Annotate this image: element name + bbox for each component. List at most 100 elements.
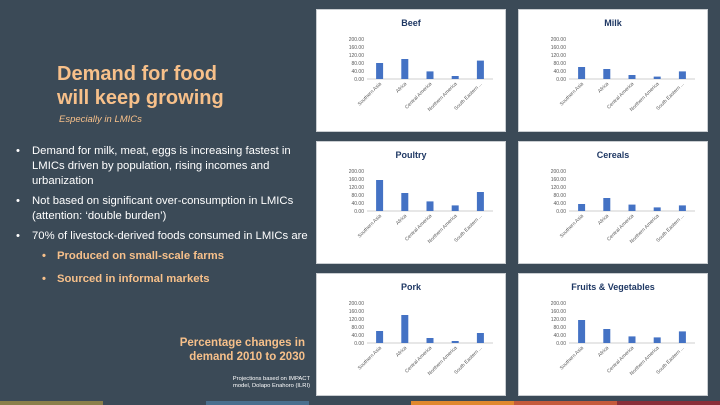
y-tick-label: 80.00	[351, 61, 364, 67]
bar	[578, 67, 586, 79]
y-tick-label: 120.00	[551, 185, 567, 191]
chart-title: Beef	[401, 18, 422, 28]
chart-title: Milk	[604, 18, 622, 28]
y-tick-label: 0.00	[556, 77, 566, 83]
slide-subtitle: Especially in LMICs	[59, 114, 142, 125]
cereals-chart: Cereals 0.00 40.00 80.00 120.00 160.00 200.00 S…	[551, 150, 695, 245]
bullet-dot: •	[16, 230, 20, 242]
bar	[653, 207, 661, 211]
y-tick-label: 160.00	[349, 45, 365, 51]
bar	[603, 198, 611, 211]
x-tick-label: Southern Asia	[357, 81, 383, 107]
bullet-text: Demand for milk, meat, eggs is increasin…	[32, 145, 291, 187]
y-tick-label: 80.00	[351, 193, 364, 199]
y-tick-label: 200.00	[551, 37, 567, 43]
x-tick-label: Southern Asia	[357, 345, 383, 371]
y-tick-label: 80.00	[553, 61, 566, 67]
y-tick-label: 120.00	[551, 317, 567, 323]
bullet-text: Not based on significant over-consumptio…	[32, 195, 294, 222]
beef-chart: Beef 0.00 40.00 80.00 120.00 160.00 200.00 Sout…	[349, 18, 493, 113]
bar	[376, 180, 384, 211]
y-tick-label: 0.00	[354, 341, 364, 347]
y-tick-label: 0.00	[354, 209, 364, 215]
y-tick-label: 40.00	[553, 69, 566, 75]
title-line-2: will keep growing	[57, 87, 224, 109]
bar	[653, 76, 661, 79]
sub-bullet-item: • Produced on small-scale farms	[14, 249, 314, 264]
bar	[678, 71, 686, 79]
bullet-item: • Not based on significant over-consumpti…	[14, 194, 314, 224]
chart-panel-cereals: Cereals 0.00 40.00 80.00 120.00 160.00 200.00 S…	[518, 141, 708, 264]
chart-panel-pork: Pork 0.00 40.00 80.00 120.00 160.00 200.00 Sout…	[316, 273, 506, 396]
bar	[426, 201, 434, 211]
chart-title: Cereals	[597, 150, 630, 160]
bar	[653, 337, 661, 343]
poultry-chart: Poultry 0.00 40.00 80.00 120.00 160.00 200.00 S…	[349, 150, 493, 245]
x-tick-label: Africa	[597, 213, 610, 226]
bullet-dot: •	[16, 195, 20, 207]
chart-panel-fruits-vegetables: Fruits & Vegetables 0.00 40.00 80.00 120.00 1…	[518, 273, 708, 396]
y-tick-label: 0.00	[556, 341, 566, 347]
y-tick-label: 200.00	[349, 37, 365, 43]
y-tick-label: 120.00	[349, 185, 365, 191]
chart-title: Pork	[401, 282, 422, 292]
y-tick-label: 160.00	[349, 309, 365, 315]
x-tick-label: Africa	[395, 345, 408, 358]
y-tick-label: 120.00	[349, 317, 365, 323]
bullet-list: • Demand for milk, meat, eggs is increasi…	[14, 144, 314, 295]
y-tick-label: 80.00	[553, 325, 566, 331]
stripe-segment	[308, 401, 412, 405]
stripe-segment	[102, 401, 206, 405]
bar	[628, 75, 636, 79]
y-tick-label: 160.00	[551, 309, 567, 315]
y-tick-label: 160.00	[349, 177, 365, 183]
sub-bullet-dot: •	[42, 273, 46, 285]
bar	[401, 315, 409, 343]
chart-title: Poultry	[395, 150, 426, 160]
bar	[426, 338, 434, 343]
y-tick-label: 120.00	[349, 53, 365, 59]
x-tick-label: Africa	[597, 81, 610, 94]
bar	[376, 331, 384, 343]
bar	[578, 204, 586, 211]
bullet-item: • 70% of livestock-derived foods consumed…	[14, 229, 314, 244]
x-tick-label: Africa	[395, 213, 408, 226]
bar	[451, 76, 459, 79]
sub-bullet-text: Produced on small-scale farms	[57, 250, 225, 262]
bar	[401, 193, 409, 211]
caption-line-2: demand 2010 to 2030	[189, 351, 305, 363]
y-tick-label: 80.00	[553, 193, 566, 199]
source-line-1: Projections based on IMPACT	[232, 376, 310, 382]
bar	[476, 333, 484, 343]
stripe-segment	[514, 401, 618, 405]
y-tick-label: 200.00	[349, 301, 365, 307]
y-tick-label: 40.00	[351, 201, 364, 207]
chart-title: Fruits & Vegetables	[571, 282, 655, 292]
y-tick-label: 0.00	[556, 209, 566, 215]
milk-chart: Milk 0.00 40.00 80.00 120.00 160.00 200.00 Sout…	[551, 18, 695, 113]
y-tick-label: 200.00	[551, 169, 567, 175]
bullet-dot: •	[16, 145, 20, 157]
x-tick-label: Africa	[597, 345, 610, 358]
stripe-segment	[205, 401, 309, 405]
bar	[401, 59, 409, 79]
bar	[578, 320, 586, 343]
bar	[426, 71, 434, 79]
y-tick-label: 200.00	[551, 301, 567, 307]
bar	[476, 60, 484, 79]
y-tick-label: 0.00	[354, 77, 364, 83]
x-tick-label: Africa	[395, 81, 408, 94]
bar	[476, 192, 484, 211]
y-tick-label: 40.00	[553, 201, 566, 207]
sub-bullet-item: • Sourced in informal markets	[14, 272, 314, 287]
bar	[628, 336, 636, 343]
bar	[451, 341, 459, 343]
source-line-2: model, Dolapo Enahoro (ILRI)	[232, 383, 310, 389]
y-tick-label: 120.00	[551, 53, 567, 59]
x-tick-label: Southern Asia	[559, 213, 585, 239]
sub-bullet-dot: •	[42, 250, 46, 262]
chart-panel-poultry: Poultry 0.00 40.00 80.00 120.00 160.00 200.00 S…	[316, 141, 506, 264]
bar	[628, 204, 636, 211]
bar	[376, 63, 384, 79]
